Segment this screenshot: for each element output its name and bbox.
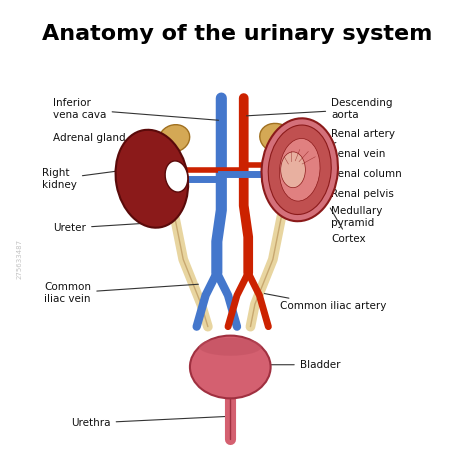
Text: Inferior
vena cava: Inferior vena cava bbox=[53, 99, 219, 120]
Ellipse shape bbox=[281, 152, 305, 188]
Text: Medullary
pyramid: Medullary pyramid bbox=[318, 198, 383, 228]
Ellipse shape bbox=[262, 118, 338, 221]
Text: Renal column: Renal column bbox=[314, 169, 402, 179]
Text: Bladder: Bladder bbox=[267, 360, 340, 370]
Ellipse shape bbox=[116, 130, 188, 228]
Text: Common
iliac vein: Common iliac vein bbox=[44, 282, 199, 304]
Ellipse shape bbox=[159, 125, 190, 152]
Text: Common iliac artery: Common iliac artery bbox=[264, 293, 386, 311]
Text: Renal artery: Renal artery bbox=[266, 129, 395, 164]
Text: Right
kidney: Right kidney bbox=[42, 168, 125, 190]
Ellipse shape bbox=[165, 161, 188, 192]
Text: Cortex: Cortex bbox=[330, 208, 366, 244]
Text: Adrenal gland: Adrenal gland bbox=[53, 133, 169, 144]
Ellipse shape bbox=[199, 338, 262, 356]
Text: Descending
aorta: Descending aorta bbox=[246, 99, 392, 120]
Text: 275633487: 275633487 bbox=[17, 239, 23, 280]
Ellipse shape bbox=[268, 125, 331, 215]
Ellipse shape bbox=[260, 123, 295, 154]
Text: Urethra: Urethra bbox=[71, 417, 228, 428]
Text: Renal pelvis: Renal pelvis bbox=[298, 183, 394, 200]
Ellipse shape bbox=[280, 138, 320, 201]
Text: Anatomy of the urinary system: Anatomy of the urinary system bbox=[42, 24, 432, 44]
Ellipse shape bbox=[190, 336, 271, 398]
Text: Ureter: Ureter bbox=[53, 221, 173, 233]
Text: Renal vein: Renal vein bbox=[278, 149, 385, 173]
